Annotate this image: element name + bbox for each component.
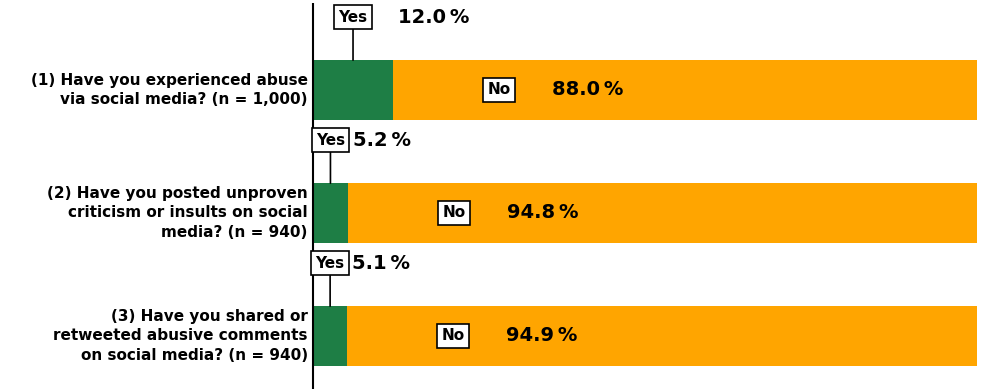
Text: Yes: Yes: [316, 256, 345, 306]
Text: 12.0 %: 12.0 %: [398, 7, 470, 27]
Text: Yes: Yes: [338, 10, 368, 60]
Bar: [348, 183, 977, 243]
Text: (1) Have you experienced abuse
via social media? (n = 1,000): (1) Have you experienced abuse via socia…: [31, 73, 308, 107]
Text: 5.1 %: 5.1 %: [352, 254, 410, 273]
Text: 5.2 %: 5.2 %: [353, 131, 411, 150]
Bar: [313, 183, 348, 243]
Text: No: No: [488, 82, 511, 97]
Text: No: No: [442, 328, 465, 343]
Text: (2) Have you posted unproven
criticism or insults on social
media? (n = 940): (2) Have you posted unproven criticism o…: [47, 186, 308, 240]
Text: 88.0 %: 88.0 %: [552, 80, 624, 100]
Text: 94.8 %: 94.8 %: [507, 203, 579, 222]
Bar: [347, 306, 977, 366]
Bar: [313, 60, 393, 120]
Text: 94.9 %: 94.9 %: [506, 327, 578, 345]
Bar: [393, 60, 977, 120]
Text: Yes: Yes: [316, 132, 345, 183]
Bar: [313, 306, 347, 366]
Text: (3) Have you shared or
retweeted abusive comments
on social media? (n = 940): (3) Have you shared or retweeted abusive…: [53, 309, 308, 363]
Text: No: No: [442, 205, 466, 220]
